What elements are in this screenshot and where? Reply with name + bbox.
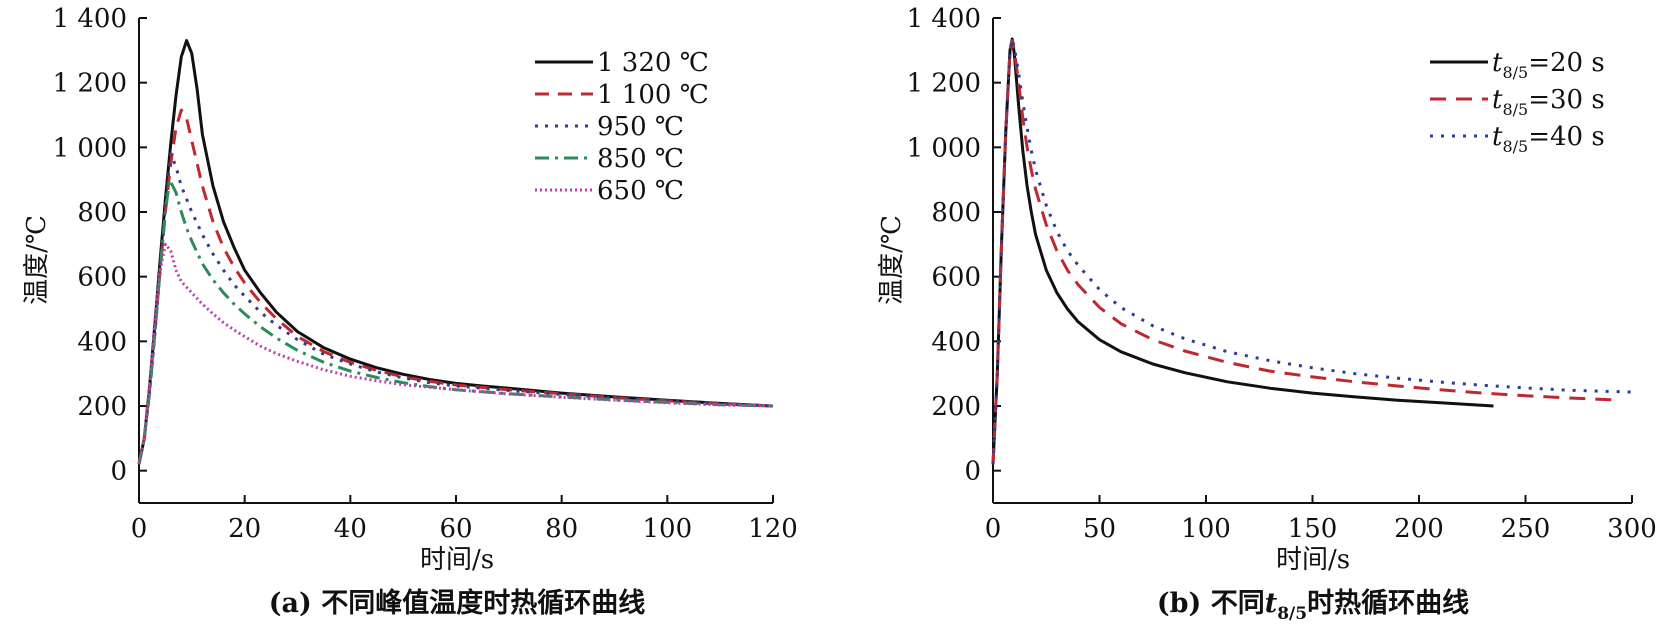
- legend-item-b-0: t8/5=20 s: [1430, 48, 1605, 82]
- caption-b-subscript: 8/5: [1277, 604, 1307, 624]
- x-tick-label: 80: [545, 514, 578, 544]
- legend-item-a-4: 650 ℃: [535, 176, 684, 206]
- y-tick-label: 1 400: [53, 4, 127, 34]
- x-tick-label: 0: [131, 514, 148, 544]
- legend-item-a-0: 1 320 ℃: [535, 48, 709, 78]
- x-axis-ticks-b: 0 50 100 150 200 250 300: [985, 495, 1657, 544]
- legend-label: 950 ℃: [597, 112, 684, 142]
- legend-label: t8/5=20 s: [1492, 48, 1605, 82]
- y-tick-label: 600: [931, 263, 981, 293]
- caption-b-symbol: t: [1265, 588, 1278, 619]
- y-tick-label: 1 000: [53, 133, 127, 163]
- y-axis-label-a: 温度/℃: [22, 215, 52, 305]
- y-axis-label-b: 温度/℃: [877, 215, 907, 305]
- x-tick-label: 100: [643, 514, 693, 544]
- x-tick-label: 0: [985, 514, 1002, 544]
- y-tick-label: 200: [931, 392, 981, 422]
- legend-subscript: 8/5: [1502, 63, 1528, 82]
- x-tick-label: 40: [334, 514, 367, 544]
- legend-value: =30 s: [1528, 85, 1604, 115]
- legend-label: 850 ℃: [597, 144, 684, 174]
- series-line-a-4: [137, 242, 774, 465]
- legend-value: =20 s: [1528, 48, 1604, 78]
- legend-label: 1 100 ℃: [597, 80, 709, 110]
- series-line-b-1: [991, 39, 1622, 465]
- legend-item-b-1: t8/5=30 s: [1430, 85, 1605, 119]
- x-axis-label-b: 时间/s: [1276, 545, 1350, 575]
- chart-panel-b: 0 200 400 600 800 1 000 1 200 1 400 0 50 100 150 20…: [877, 4, 1657, 624]
- y-tick-label: 800: [931, 198, 981, 228]
- y-tick-label: 1 200: [907, 69, 981, 99]
- series-layer-b: [991, 37, 1633, 465]
- legend-label: 650 ℃: [597, 176, 684, 206]
- legend-symbol: t: [1492, 85, 1503, 115]
- legend-label: t8/5=30 s: [1492, 85, 1605, 119]
- y-tick-label: 1 400: [907, 4, 981, 34]
- legend-label: t8/5=40 s: [1492, 122, 1605, 156]
- legend-label: 1 320 ℃: [597, 48, 709, 78]
- x-tick-label: 250: [1501, 514, 1551, 544]
- legend-symbol: t: [1492, 122, 1503, 152]
- legend-subscript: 8/5: [1502, 137, 1528, 156]
- x-tick-label: 200: [1394, 514, 1444, 544]
- x-tick-label: 50: [1083, 514, 1116, 544]
- legend-b: t8/5=20 st8/5=30 st8/5=40 s: [1430, 48, 1605, 156]
- legend-value: =40 s: [1528, 122, 1604, 152]
- axes-a: [138, 18, 773, 504]
- y-tick-label: 400: [931, 327, 981, 357]
- y-axis-ticks-a: 0 200 400 600 800 1 000 1 200 1 400: [53, 4, 147, 487]
- chart-panel-a: 0 200 400 600 800 1 000 1 200 1 400 0 20 40 60 80 10…: [22, 4, 798, 619]
- y-tick-label: 0: [110, 457, 127, 487]
- x-tick-label: 100: [1181, 514, 1231, 544]
- caption-b-suffix: 时热循环曲线: [1307, 588, 1469, 619]
- series-line-a-0: [137, 39, 774, 465]
- x-tick-label: 20: [228, 514, 261, 544]
- legend-item-a-1: 1 100 ℃: [535, 80, 709, 110]
- caption-b: (b) 不同t8/5时热循环曲线: [1157, 588, 1469, 624]
- y-tick-label: 600: [77, 263, 127, 293]
- y-tick-label: 1 000: [907, 133, 981, 163]
- y-tick-label: 0: [964, 457, 981, 487]
- series-line-a-3: [137, 178, 774, 465]
- caption-a: (a) 不同峰值温度时热循环曲线: [269, 587, 645, 619]
- y-tick-label: 400: [77, 327, 127, 357]
- y-axis-ticks-b: 0 200 400 600 800 1 000 1 200 1 400: [907, 4, 1001, 487]
- x-tick-label: 300: [1607, 514, 1657, 544]
- series-line-b-0: [991, 37, 1494, 465]
- legend-item-b-2: t8/5=40 s: [1430, 122, 1605, 156]
- x-axis-ticks-a: 0 20 40 60 80 100 120: [131, 495, 798, 544]
- y-tick-label: 200: [77, 392, 127, 422]
- series-layer-a: [137, 39, 774, 465]
- legend-item-a-3: 850 ℃: [535, 144, 684, 174]
- y-tick-label: 800: [77, 198, 127, 228]
- axes-b: [992, 18, 1632, 504]
- caption-b-prefix: (b) 不同: [1157, 588, 1265, 619]
- legend-symbol: t: [1492, 48, 1503, 78]
- x-axis-label-a: 时间/s: [420, 545, 494, 575]
- legend-subscript: 8/5: [1502, 100, 1528, 119]
- x-tick-label: 60: [439, 514, 472, 544]
- x-tick-label: 120: [748, 514, 798, 544]
- y-tick-label: 1 200: [53, 69, 127, 99]
- series-line-a-2: [137, 152, 774, 465]
- x-tick-label: 150: [1288, 514, 1338, 544]
- legend-item-a-2: 950 ℃: [535, 112, 684, 142]
